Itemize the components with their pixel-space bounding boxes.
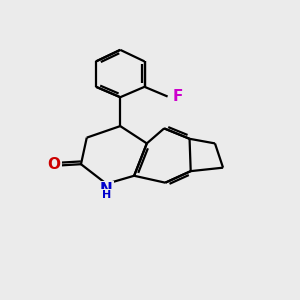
Text: F: F bbox=[173, 89, 183, 104]
Text: O: O bbox=[47, 158, 61, 172]
Text: H: H bbox=[102, 190, 111, 200]
Text: N: N bbox=[100, 182, 113, 197]
